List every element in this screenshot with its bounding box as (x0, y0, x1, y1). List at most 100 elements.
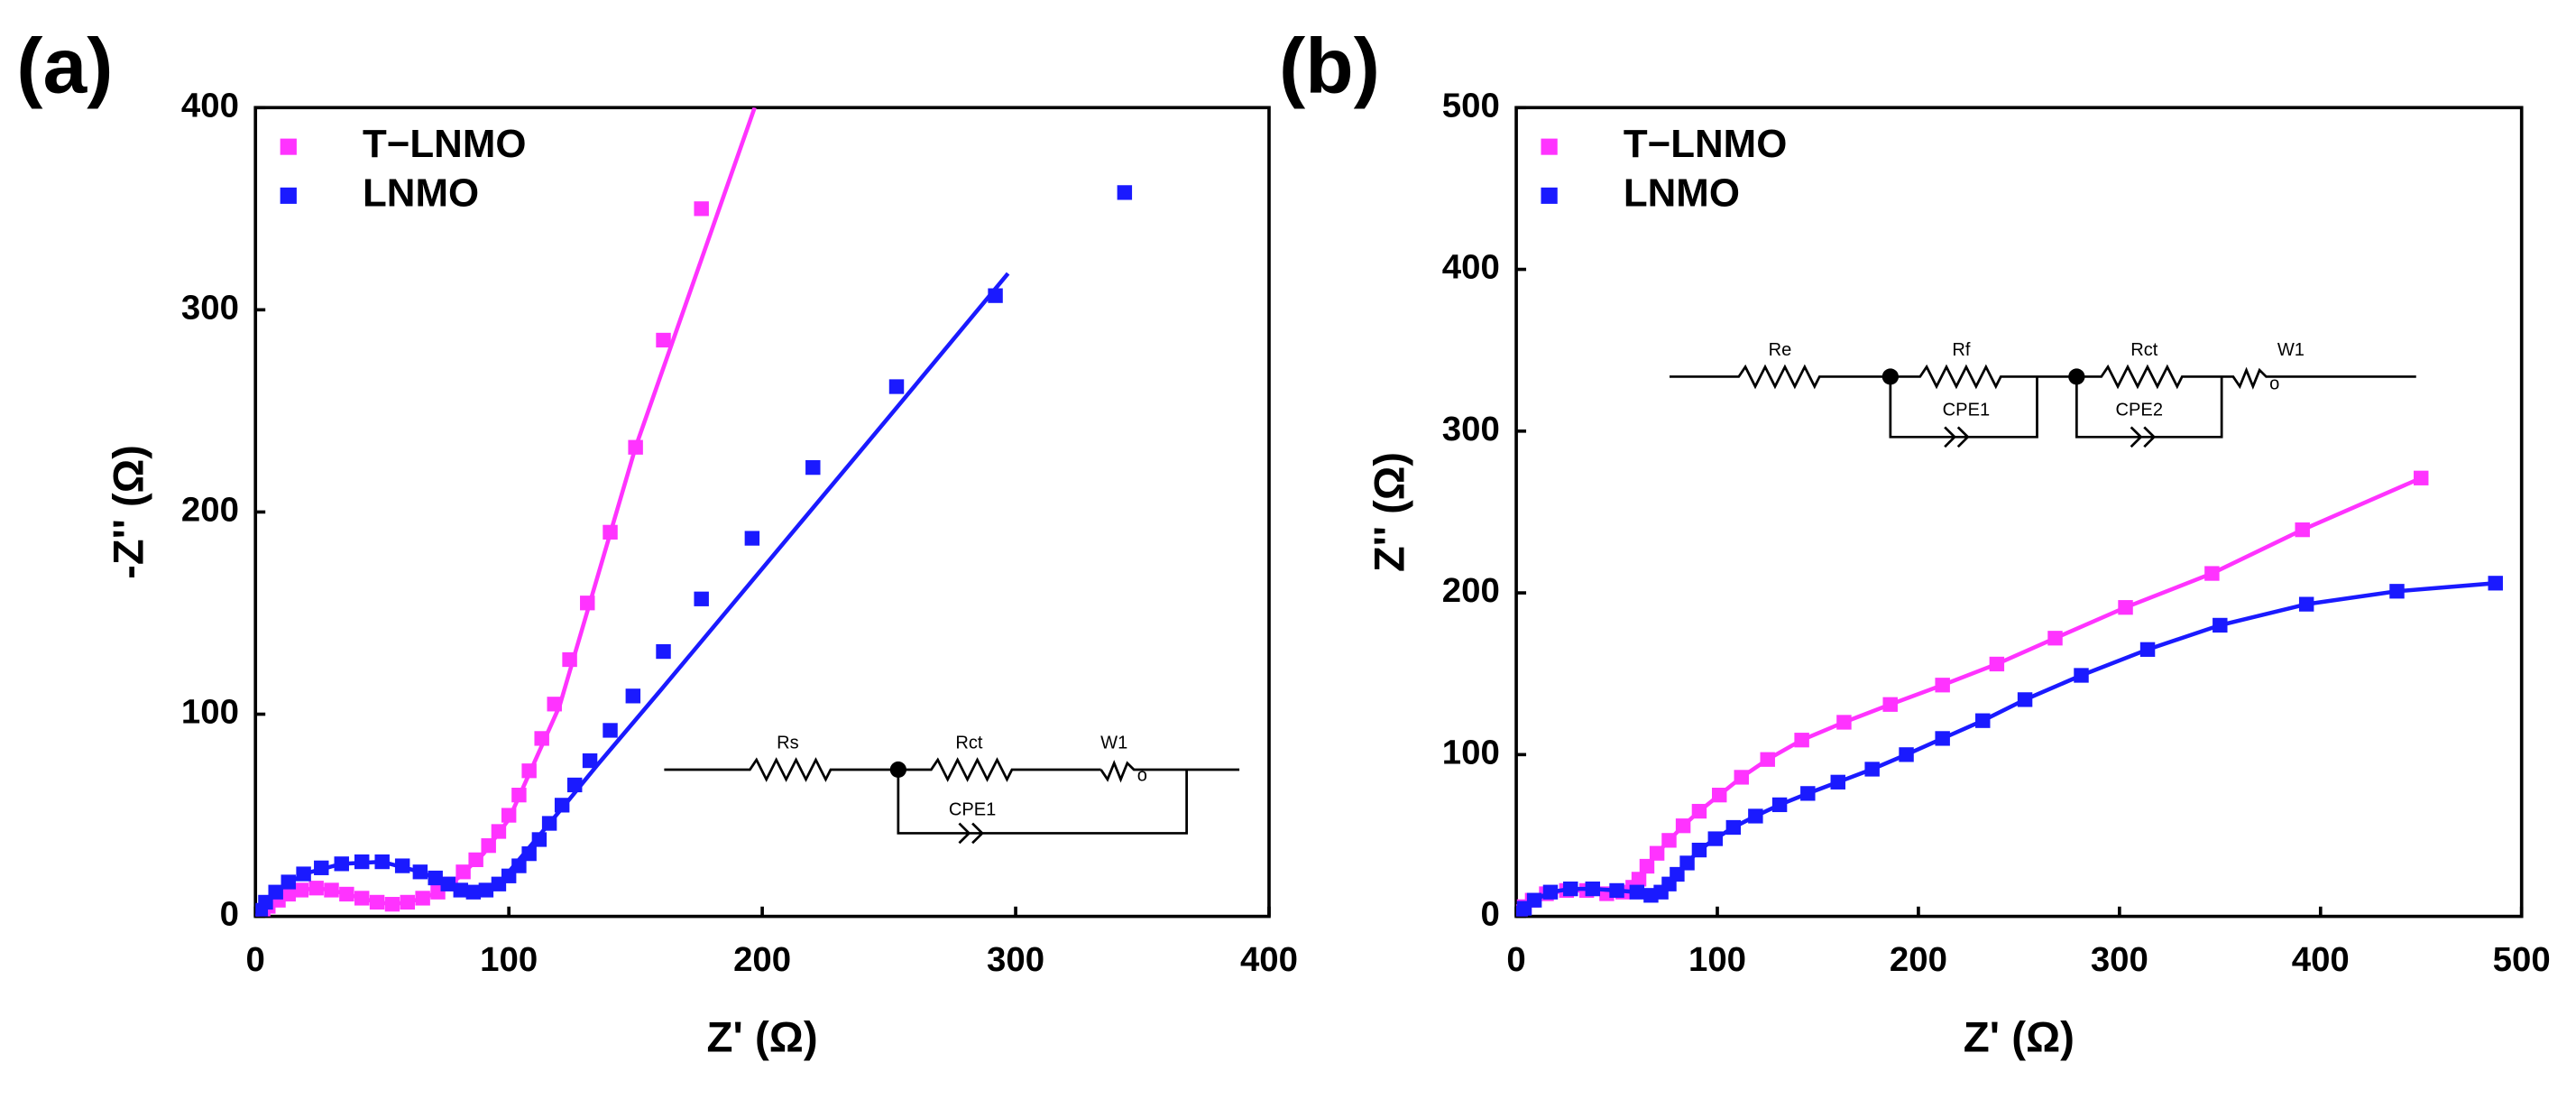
point (2139, 642, 2156, 657)
y-tick-label: 200 (1442, 571, 1500, 610)
point (625, 688, 641, 704)
point (491, 824, 507, 839)
point (1882, 697, 1898, 712)
point (656, 332, 671, 348)
point (547, 697, 562, 712)
point (1794, 733, 1809, 748)
line (1518, 581, 2496, 915)
point (1935, 731, 1950, 746)
y-tick-label: 100 (181, 693, 239, 732)
point (554, 798, 570, 813)
point (1935, 678, 1950, 693)
plot-area (255, 107, 1133, 917)
point (428, 870, 443, 886)
point (562, 651, 577, 668)
point (1691, 803, 1707, 819)
x-tick-label: 0 (1506, 940, 1525, 979)
y-tick-label: 300 (1442, 410, 1500, 448)
x-tick-label: 500 (2493, 940, 2551, 979)
point (603, 524, 618, 540)
circuit-label: Rs (777, 733, 799, 753)
point (744, 531, 760, 546)
point (1975, 713, 1991, 728)
circuit-label: CPE1 (1943, 401, 1990, 420)
point (339, 886, 354, 902)
x-tick-label: 400 (2292, 940, 2350, 979)
point (384, 897, 400, 912)
point (374, 854, 390, 870)
legend-label: LNMO (363, 172, 479, 216)
point (1679, 855, 1695, 871)
point (656, 643, 671, 660)
legend-marker (1541, 138, 1558, 155)
point (308, 881, 324, 896)
point (1542, 884, 1559, 900)
point (293, 882, 309, 898)
point (1760, 752, 1775, 767)
point (1670, 866, 1685, 882)
y-tick-label: 0 (1480, 895, 1499, 934)
x-tick-label: 0 (246, 940, 265, 979)
y-tick-label: 300 (181, 289, 239, 328)
point (2488, 576, 2503, 591)
point (531, 832, 547, 847)
point (1725, 819, 1742, 836)
point (468, 852, 483, 867)
point (988, 288, 1003, 303)
point (521, 846, 537, 862)
point (2295, 522, 2310, 538)
x-tick-label: 100 (480, 940, 538, 979)
circuit-label: Re (1769, 340, 1792, 360)
x-axis-label: Z' (Ω) (706, 1014, 817, 1062)
point (394, 858, 410, 873)
point (1585, 881, 1601, 897)
point (1748, 808, 1763, 824)
circuit-label: CPE1 (949, 799, 996, 819)
line (255, 107, 757, 917)
point (580, 596, 595, 611)
point (2017, 692, 2033, 707)
point (1830, 774, 1845, 790)
point (268, 884, 283, 900)
point (2389, 584, 2405, 599)
point (412, 864, 428, 880)
point (1526, 892, 1542, 908)
circuit-label: CPE2 (2116, 401, 2163, 420)
point (465, 884, 482, 900)
plot-frame (253, 106, 1271, 919)
y-tick-label: 0 (220, 895, 239, 934)
warburg-sub: o (2269, 374, 2279, 394)
legend-label: T−LNMO (1624, 123, 1787, 166)
point (296, 866, 311, 882)
point (453, 882, 469, 898)
circuit-label: Rf (1952, 340, 1971, 360)
point (1712, 788, 1727, 803)
line (255, 272, 1010, 917)
point (324, 882, 339, 898)
legend-label: T−LNMO (363, 123, 526, 166)
point (2213, 617, 2228, 633)
point (354, 854, 370, 870)
point (334, 856, 349, 872)
panel-label: (a) (16, 23, 113, 109)
plot-frame (1514, 106, 2524, 919)
legend-marker (1541, 187, 1558, 204)
circuit-label: W1 (1100, 733, 1127, 753)
point (582, 753, 598, 769)
legend-label: LNMO (1624, 172, 1740, 216)
point (281, 874, 296, 890)
y-tick-label: 100 (1442, 734, 1500, 772)
point (1675, 818, 1691, 834)
plot-area (1516, 470, 2503, 917)
y-tick-label: 200 (181, 491, 239, 530)
point (566, 777, 583, 793)
point (1691, 842, 1707, 858)
y-axis-label: Z'' (Ω) (1366, 452, 1413, 572)
x-axis-label: Z' (Ω) (1964, 1014, 2075, 1062)
circuit-label: W1 (2277, 340, 2305, 360)
point (694, 201, 709, 217)
point (2298, 596, 2314, 612)
point (1661, 833, 1677, 848)
x-tick-label: 300 (987, 940, 1044, 979)
